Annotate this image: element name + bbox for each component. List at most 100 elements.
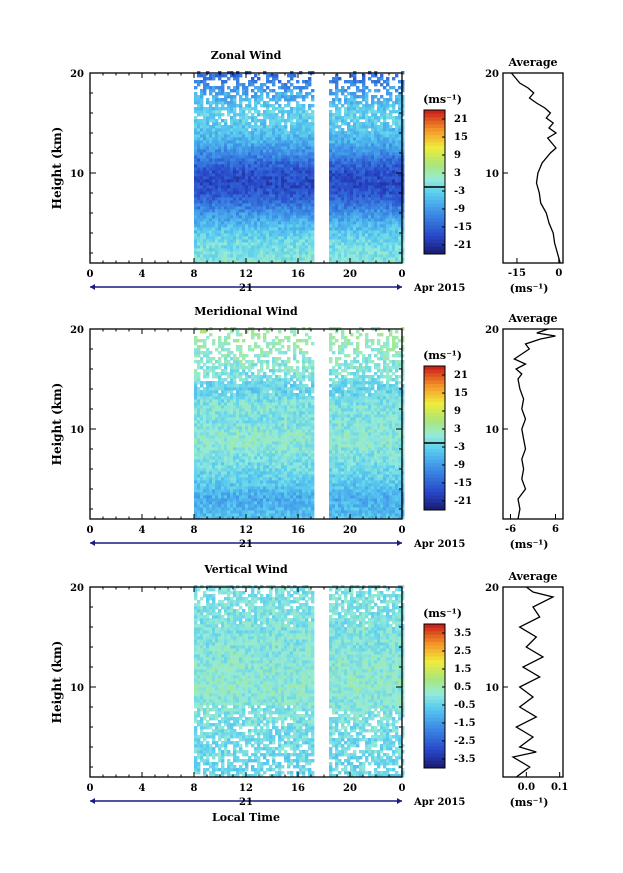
heatmap-cell	[236, 495, 240, 499]
heatmap-cell	[311, 218, 315, 222]
heatmap-cell	[197, 227, 201, 231]
heatmap-cell	[242, 477, 246, 481]
heatmap-cell	[254, 194, 258, 198]
heatmap-cell	[242, 504, 246, 508]
x-tick-label: 16	[291, 269, 305, 280]
heatmap-cell	[377, 182, 381, 186]
heatmap-cell	[215, 254, 219, 258]
colorbar-swatch	[424, 120, 445, 125]
heatmap-cell	[233, 489, 237, 493]
heatmap-cell	[236, 393, 240, 397]
heatmap-cell	[206, 107, 210, 111]
heatmap-cell	[365, 200, 369, 204]
heatmap-cell	[308, 158, 312, 162]
heatmap-cell	[293, 134, 297, 138]
heatmap-cell	[197, 233, 201, 237]
heatmap-cell	[203, 203, 207, 207]
heatmap-cell	[245, 384, 249, 388]
heatmap-cell	[377, 134, 381, 138]
heatmap-cell	[248, 504, 252, 508]
heatmap-cell	[245, 113, 249, 117]
heatmap-cell	[392, 239, 396, 243]
heatmap-cell	[365, 236, 369, 240]
heatmap-cell	[401, 248, 405, 252]
heatmap-cell	[239, 363, 243, 367]
heatmap-cell	[299, 113, 303, 117]
heatmap-cell	[401, 233, 405, 237]
heatmap-cell	[233, 95, 237, 99]
heatmap-cell	[356, 95, 360, 99]
heatmap-cell	[224, 516, 228, 520]
heatmap-cell	[209, 206, 213, 210]
heatmap-cell	[374, 158, 378, 162]
heatmap-cell	[284, 188, 288, 192]
heatmap-cell	[236, 131, 240, 135]
heatmap-cell	[269, 140, 273, 144]
heatmap-cell	[230, 408, 234, 412]
heatmap-cell	[284, 218, 288, 222]
heatmap-cell	[233, 354, 237, 358]
heatmap-cell	[206, 486, 210, 490]
heatmap-cell	[206, 381, 210, 385]
heatmap-cell	[341, 215, 345, 219]
heatmap-cell	[305, 137, 309, 141]
heatmap-cell	[203, 504, 207, 508]
heatmap-cell	[374, 203, 378, 207]
heatmap-cell	[215, 242, 219, 246]
heatmap-cell	[206, 504, 210, 508]
heatmap-cell	[332, 77, 336, 81]
heatmap-cell	[377, 248, 381, 252]
heatmap-cell	[230, 423, 234, 427]
heatmap-cell	[281, 188, 285, 192]
heatmap-cell	[353, 164, 357, 168]
heatmap-cell	[209, 173, 213, 177]
heatmap-cell	[233, 507, 237, 511]
heatmap-cell	[254, 215, 258, 219]
heatmap-cell	[278, 245, 282, 249]
heatmap-cell	[335, 254, 339, 258]
heatmap-cell	[275, 152, 279, 156]
heatmap-cell	[392, 119, 396, 123]
heatmap-cell	[233, 203, 237, 207]
colorbar-swatch	[424, 243, 445, 248]
heatmap-cell	[380, 116, 384, 120]
heatmap-cell	[386, 161, 390, 165]
heatmap-cell	[236, 357, 240, 361]
heatmap-cell	[347, 212, 351, 216]
heatmap-cell	[266, 86, 270, 90]
heatmap-cell	[341, 146, 345, 150]
heatmap-cell	[230, 417, 234, 421]
heatmap-cell	[221, 384, 225, 388]
heatmap-cell	[233, 393, 237, 397]
heatmap-cell	[239, 101, 243, 105]
heatmap-cell	[227, 227, 231, 231]
heatmap-cell	[353, 92, 357, 96]
heatmap-cell	[242, 489, 246, 493]
heatmap-cell	[344, 236, 348, 240]
heatmap-cell	[224, 131, 228, 135]
heatmap-cell	[251, 435, 255, 439]
heatmap-cell	[293, 197, 297, 201]
heatmap-cell	[239, 399, 243, 403]
heatmap-cell	[260, 215, 264, 219]
heatmap-cell	[233, 387, 237, 391]
heatmap-cell	[251, 245, 255, 249]
heatmap-cell	[221, 447, 225, 451]
heatmap-cell	[296, 188, 300, 192]
heatmap-cell	[356, 167, 360, 171]
heatmap-cell	[221, 215, 225, 219]
heatmap-cell	[401, 80, 405, 84]
colorbar-swatch	[424, 246, 445, 251]
heatmap-cell	[293, 239, 297, 243]
heatmap-cell	[263, 155, 267, 159]
heatmap-cell	[254, 257, 258, 261]
heatmap-cell	[248, 480, 252, 484]
heatmap-cell	[281, 212, 285, 216]
heatmap-cell	[344, 149, 348, 153]
heatmap-cell	[194, 429, 198, 433]
heatmap-cell	[275, 107, 279, 111]
heatmap-cell	[266, 143, 270, 147]
heatmap-cell	[197, 230, 201, 234]
heatmap-cell	[236, 80, 240, 84]
heatmap-cell	[212, 342, 216, 346]
